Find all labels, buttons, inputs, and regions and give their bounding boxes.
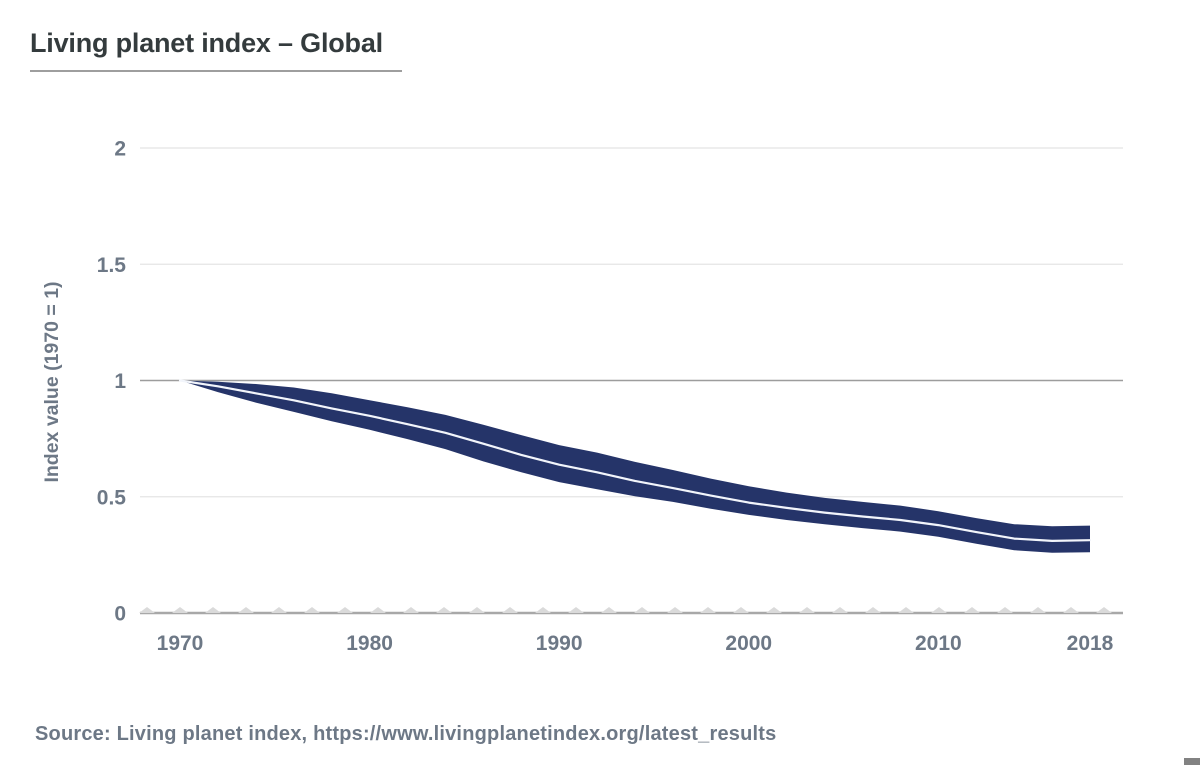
minor-tick [436, 607, 452, 613]
minor-tick [964, 607, 980, 613]
minor-tick [601, 607, 617, 613]
axis-labels-group: 2 1.5 1 0.5 0 1970 1980 1990 2000 2010 2018 Index v… [41, 138, 1114, 656]
y-tick-label: 1 [114, 370, 126, 393]
y-tick-label: 0 [114, 603, 126, 626]
minor-tick [898, 607, 914, 613]
minor-tick [931, 607, 947, 613]
corner-watermark [1184, 758, 1200, 765]
minor-tick [238, 607, 254, 613]
y-tick-label: 1.5 [97, 254, 127, 277]
minor-tick [865, 607, 881, 613]
minor-ticks-group [139, 607, 1112, 613]
minor-tick [271, 607, 287, 613]
minor-tick [1096, 607, 1112, 613]
minor-tick [469, 607, 485, 613]
y-tick-label: 0.5 [97, 486, 127, 509]
minor-tick [634, 607, 650, 613]
minor-tick [205, 607, 221, 613]
minor-tick [304, 607, 320, 613]
minor-tick [139, 607, 155, 613]
minor-tick [766, 607, 782, 613]
minor-tick [370, 607, 386, 613]
x-tick-label: 2018 [1067, 632, 1114, 655]
x-tick-label: 1990 [536, 632, 583, 655]
y-axis-title: Index value (1970 = 1) [41, 281, 63, 482]
x-tick-label: 2000 [725, 632, 772, 655]
minor-tick [832, 607, 848, 613]
minor-tick [799, 607, 815, 613]
minor-tick [733, 607, 749, 613]
gridlines-group [140, 147, 1123, 615]
minor-tick [1063, 607, 1079, 613]
minor-tick [568, 607, 584, 613]
source-note: Source: Living planet index, https://www… [35, 723, 777, 745]
minor-tick [700, 607, 716, 613]
x-tick-label: 1980 [346, 632, 393, 655]
x-tick-label: 2010 [915, 632, 962, 655]
minor-tick [667, 607, 683, 613]
minor-tick [997, 607, 1013, 613]
title-underline [30, 70, 402, 72]
minor-tick [535, 607, 551, 613]
x-tick-label: 1970 [157, 632, 204, 655]
confidence-band-group [178, 379, 1092, 553]
minor-tick [502, 607, 518, 613]
y-tick-label: 2 [114, 138, 126, 161]
page-title: Living planet index – Global [30, 28, 383, 58]
minor-tick [1030, 607, 1046, 613]
minor-tick [172, 607, 188, 613]
minor-tick [403, 607, 419, 613]
index-central-line [178, 379, 1092, 543]
minor-tick [337, 607, 353, 613]
